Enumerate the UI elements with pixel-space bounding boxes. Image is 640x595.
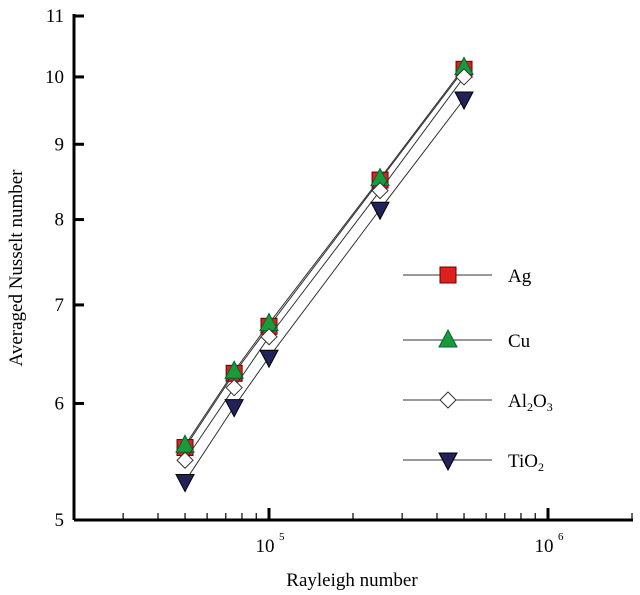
series-ag [176,60,473,457]
legend-entry-cu: Cu [403,328,531,352]
x-tick-label: 10 [256,536,275,557]
data-point [370,201,390,221]
y-tick-label: 8 [55,210,65,231]
data-point [224,360,244,379]
y-tick-label: 9 [55,134,65,155]
legend-label: Al2O3 [508,391,553,414]
data-point [259,349,279,369]
y-tick-label: 10 [45,67,64,88]
data-point [454,91,474,111]
legend-marker [438,328,458,348]
series-al2o3 [176,68,473,469]
data-point [371,181,389,200]
x-axis-label: Rayleigh number [286,570,418,591]
x-tick-label: 10 [535,536,554,557]
legend-label: Cu [508,331,531,352]
legend-label: Ag [508,266,532,287]
legend-marker [439,391,457,409]
legend-entry-ag: Ag [403,266,532,287]
data-point [175,474,195,493]
series-line [184,68,465,448]
y-tick-label: 7 [55,295,65,316]
data-point [260,328,278,346]
legend-entry-al2o3: Al2O3 [403,391,553,414]
y-tick-label: 5 [55,510,65,531]
legend-marker [438,452,458,472]
data-point [224,399,244,418]
legend-marker [439,266,457,284]
series-tio2 [175,91,474,493]
x-tick-exponent: 6 [558,531,564,543]
data-point [225,378,243,397]
series-line [184,98,465,482]
data-point [455,68,473,86]
y-axis-label: Averaged Nusselt number [6,169,27,367]
legend-entry-tio2: TiO2 [403,451,544,474]
x-tick-exponent: 5 [279,531,285,543]
legend-label: TiO2 [508,451,544,474]
y-tick-label: 6 [55,393,65,414]
y-tick-label: 11 [46,6,64,27]
data-point [176,451,194,469]
